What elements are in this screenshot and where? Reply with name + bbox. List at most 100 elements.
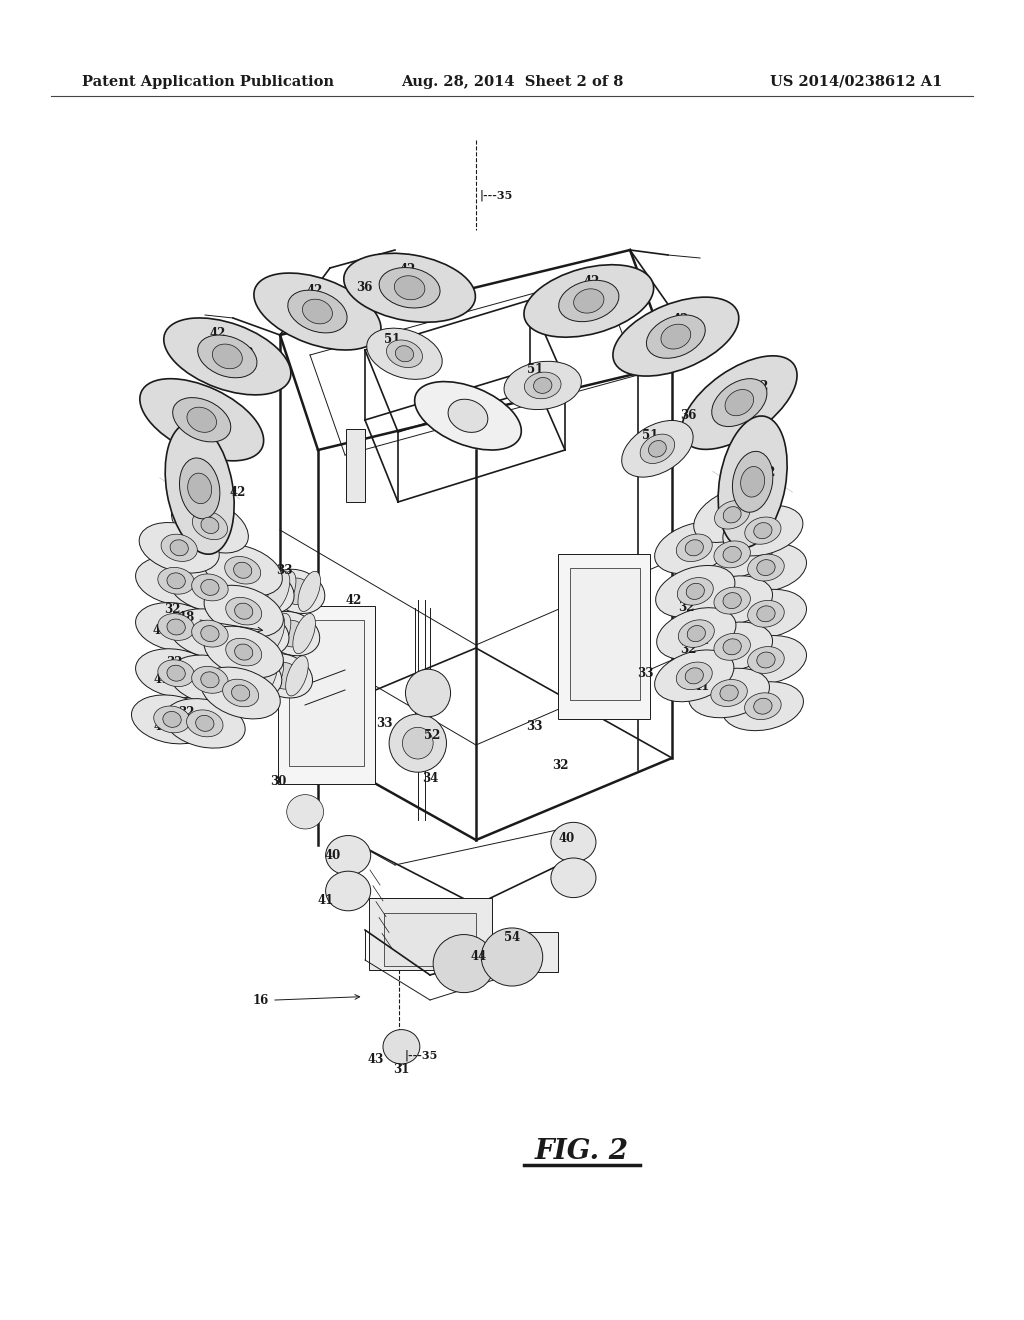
Ellipse shape [757, 560, 775, 576]
Text: 33: 33 [637, 667, 653, 680]
Text: Aug. 28, 2014  Sheet 2 of 8: Aug. 28, 2014 Sheet 2 of 8 [400, 75, 624, 88]
Ellipse shape [201, 667, 281, 719]
Ellipse shape [264, 611, 319, 656]
Ellipse shape [298, 572, 321, 611]
Ellipse shape [238, 614, 260, 653]
Text: 43: 43 [368, 1053, 384, 1067]
Ellipse shape [270, 663, 299, 689]
Ellipse shape [163, 711, 181, 727]
Ellipse shape [714, 587, 751, 614]
Ellipse shape [433, 935, 495, 993]
Text: 40: 40 [325, 849, 341, 862]
Ellipse shape [757, 652, 775, 668]
Ellipse shape [559, 280, 618, 322]
Ellipse shape [573, 289, 604, 313]
Ellipse shape [224, 557, 261, 583]
Ellipse shape [723, 639, 741, 655]
Ellipse shape [170, 655, 250, 705]
Ellipse shape [139, 523, 219, 573]
Ellipse shape [640, 434, 675, 463]
Text: 42: 42 [753, 380, 769, 393]
Ellipse shape [226, 653, 282, 698]
Ellipse shape [481, 928, 543, 986]
Ellipse shape [212, 345, 243, 368]
Ellipse shape [158, 660, 195, 686]
Ellipse shape [269, 569, 325, 614]
Text: 42: 42 [188, 463, 205, 477]
Ellipse shape [660, 325, 691, 348]
Ellipse shape [395, 346, 414, 362]
Ellipse shape [268, 614, 291, 653]
Ellipse shape [225, 639, 262, 665]
Ellipse shape [225, 598, 262, 624]
Ellipse shape [449, 399, 487, 433]
Ellipse shape [757, 606, 775, 622]
Ellipse shape [654, 521, 734, 574]
Ellipse shape [240, 663, 268, 689]
Ellipse shape [725, 389, 754, 416]
Ellipse shape [191, 667, 228, 693]
Ellipse shape [278, 620, 306, 647]
Text: US 2014/0238612 A1: US 2014/0238612 A1 [770, 75, 942, 88]
Ellipse shape [234, 644, 253, 660]
Ellipse shape [689, 668, 769, 718]
Ellipse shape [187, 473, 212, 504]
Ellipse shape [693, 487, 771, 543]
Ellipse shape [231, 685, 250, 701]
Text: 41: 41 [153, 624, 169, 638]
Ellipse shape [198, 335, 257, 378]
Ellipse shape [161, 535, 198, 561]
Text: 41: 41 [693, 634, 710, 647]
Ellipse shape [748, 647, 784, 673]
Ellipse shape [135, 602, 217, 652]
Text: 42: 42 [345, 594, 361, 607]
Ellipse shape [131, 694, 213, 744]
Ellipse shape [201, 517, 219, 533]
Bar [570, 568, 640, 700]
Ellipse shape [720, 685, 738, 701]
Text: 38: 38 [680, 321, 696, 334]
Ellipse shape [744, 517, 781, 544]
Text: 41: 41 [693, 680, 710, 693]
Ellipse shape [158, 568, 195, 594]
Text: 33: 33 [376, 717, 392, 730]
Ellipse shape [255, 656, 278, 696]
Ellipse shape [723, 546, 741, 562]
Ellipse shape [723, 593, 741, 609]
Text: 32: 32 [680, 643, 696, 656]
Ellipse shape [711, 680, 748, 706]
Text: 51: 51 [642, 429, 658, 442]
Text: 44: 44 [470, 950, 486, 964]
Text: 40: 40 [558, 832, 574, 845]
Ellipse shape [386, 341, 423, 367]
Ellipse shape [379, 268, 440, 308]
Ellipse shape [654, 649, 734, 702]
Ellipse shape [230, 656, 253, 696]
Ellipse shape [201, 626, 219, 642]
Ellipse shape [402, 727, 433, 759]
Ellipse shape [692, 529, 772, 579]
Text: 42: 42 [210, 327, 226, 341]
Ellipse shape [186, 710, 223, 737]
Ellipse shape [257, 653, 312, 698]
Text: 42: 42 [399, 263, 416, 276]
Bar [346, 429, 365, 502]
Ellipse shape [748, 554, 784, 581]
Ellipse shape [326, 836, 371, 875]
Ellipse shape [389, 714, 446, 772]
Ellipse shape [524, 372, 561, 399]
Ellipse shape [754, 698, 772, 714]
Text: 42: 42 [306, 284, 323, 297]
Ellipse shape [723, 506, 803, 556]
Ellipse shape [725, 635, 807, 685]
Ellipse shape [524, 265, 653, 337]
Ellipse shape [165, 422, 234, 554]
Ellipse shape [191, 620, 228, 647]
Ellipse shape [685, 540, 703, 556]
Bar [558, 554, 650, 719]
Ellipse shape [262, 614, 285, 653]
Bar [278, 606, 375, 784]
Text: 32: 32 [178, 706, 195, 719]
Text: 36: 36 [356, 281, 373, 294]
Ellipse shape [622, 421, 693, 477]
